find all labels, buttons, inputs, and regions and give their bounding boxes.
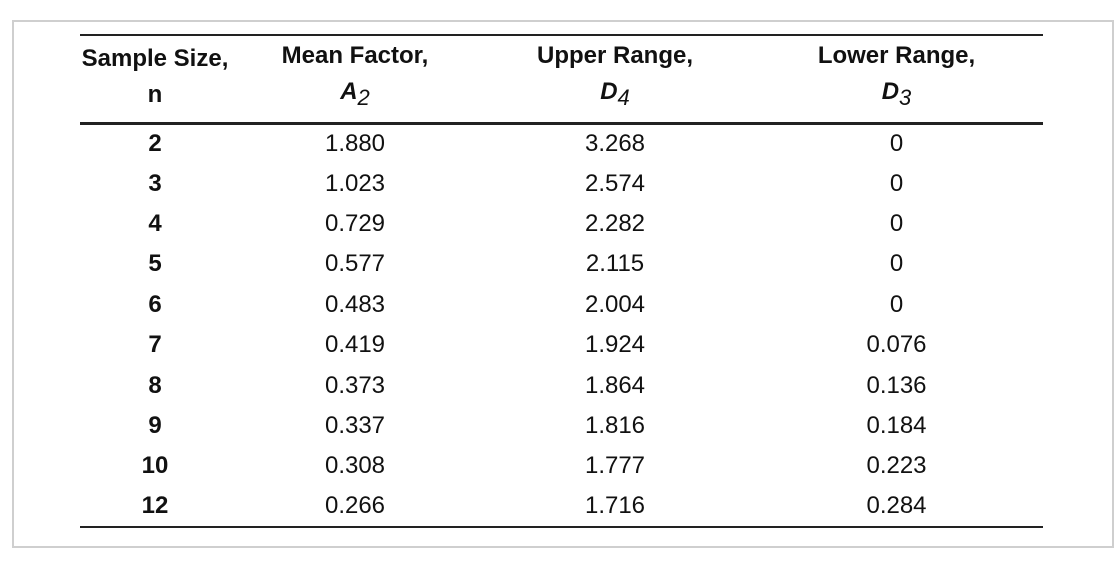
header-symbol: A [340,77,358,105]
table-header: Sample Size, n Mean Factor, A2 Upper Range,… [80,35,1043,123]
header-symbol: D [881,77,900,105]
table-cell: 1.816 [584,411,646,439]
header-subscript: 2 [357,84,370,110]
table-cell: 12 [141,492,169,520]
table-cell: 2.004 [584,290,646,318]
table-cell: 0 [889,250,904,278]
table-row: 6 0.483 2.004 0 [80,285,1043,325]
factor-table: Sample Size, n Mean Factor, A2 Upper Range,… [80,34,1043,528]
table-row: 12 0.266 1.716 0.284 [80,487,1043,527]
table-cell: 1.023 [324,169,386,197]
table-cell: 0.337 [324,411,386,439]
table-body: 2 1.880 3.268 0 3 1.023 2.574 0 4 0.729 2.282 0 5 0.5… [80,123,1043,527]
header-symbol: D [600,77,618,105]
table-row: 10 0.308 1.777 0.223 [80,446,1043,486]
table-cell: 0.308 [324,452,386,480]
table-cell: 8 [148,371,162,399]
table-cell: 0.184 [866,411,927,439]
table-cell: 0.729 [324,209,386,237]
table-cell: 1.777 [584,452,646,480]
table-cell: 3.268 [584,129,646,157]
header-cell: Upper Range, D4 [480,35,750,123]
frame [12,20,1114,548]
table-row: 4 0.729 2.282 0 [80,204,1043,244]
table-cell: 6 [148,290,162,318]
table-cell: 1.880 [324,129,386,157]
header-text: Sample Size, n [81,44,229,108]
table-row: 7 0.419 1.924 0.076 [80,325,1043,365]
header-cell: Mean Factor, A2 [230,35,480,123]
header-text: Lower Range, [817,41,976,69]
table-cell: 0.284 [866,492,927,520]
header-subscript: 3 [899,84,912,110]
table-cell: 4 [148,209,162,237]
table-cell: 1.864 [584,371,646,399]
table-cell: 0.266 [324,492,386,520]
table-cell: 0 [889,209,904,237]
table-cell: 1.924 [584,331,646,359]
table-cell: 2.282 [584,209,646,237]
table-row: 3 1.023 2.574 0 [80,163,1043,203]
table-cell: 0.223 [866,452,927,480]
table-cell: 2.574 [584,169,646,197]
table-cell: 0 [889,129,904,157]
table-cell: 0.373 [324,371,386,399]
table-cell: 0 [889,290,904,318]
table-row: 5 0.577 2.115 0 [80,244,1043,284]
table-cell: 2 [148,129,162,157]
table-cell: 2.115 [585,250,645,278]
header-cell: Lower Range, D3 [750,35,1043,123]
table-cell: 0 [889,169,904,197]
header-row: Sample Size, n Mean Factor, A2 Upper Range,… [80,35,1043,123]
table-cell: 0.483 [324,290,386,318]
table-cell: 1.716 [584,492,646,520]
table-row: 8 0.373 1.864 0.136 [80,365,1043,405]
table-cell: 9 [148,411,162,439]
table-cell: 7 [148,331,162,359]
table-cell: 5 [148,250,162,278]
header-cell: Sample Size, n [80,35,230,123]
table-cell: 0.136 [866,371,927,399]
table-cell: 0.577 [324,250,386,278]
table-cell: 10 [141,452,169,480]
header-subscript: 4 [617,84,630,110]
table-cell: 0.076 [866,331,927,359]
header-text: Mean Factor, [281,41,429,69]
header-text: Upper Range, [536,41,694,69]
table-cell: 0.419 [324,331,386,359]
table-row: 9 0.337 1.816 0.184 [80,406,1043,446]
table-row: 2 1.880 3.268 0 [80,123,1043,163]
table-cell: 3 [148,169,162,197]
